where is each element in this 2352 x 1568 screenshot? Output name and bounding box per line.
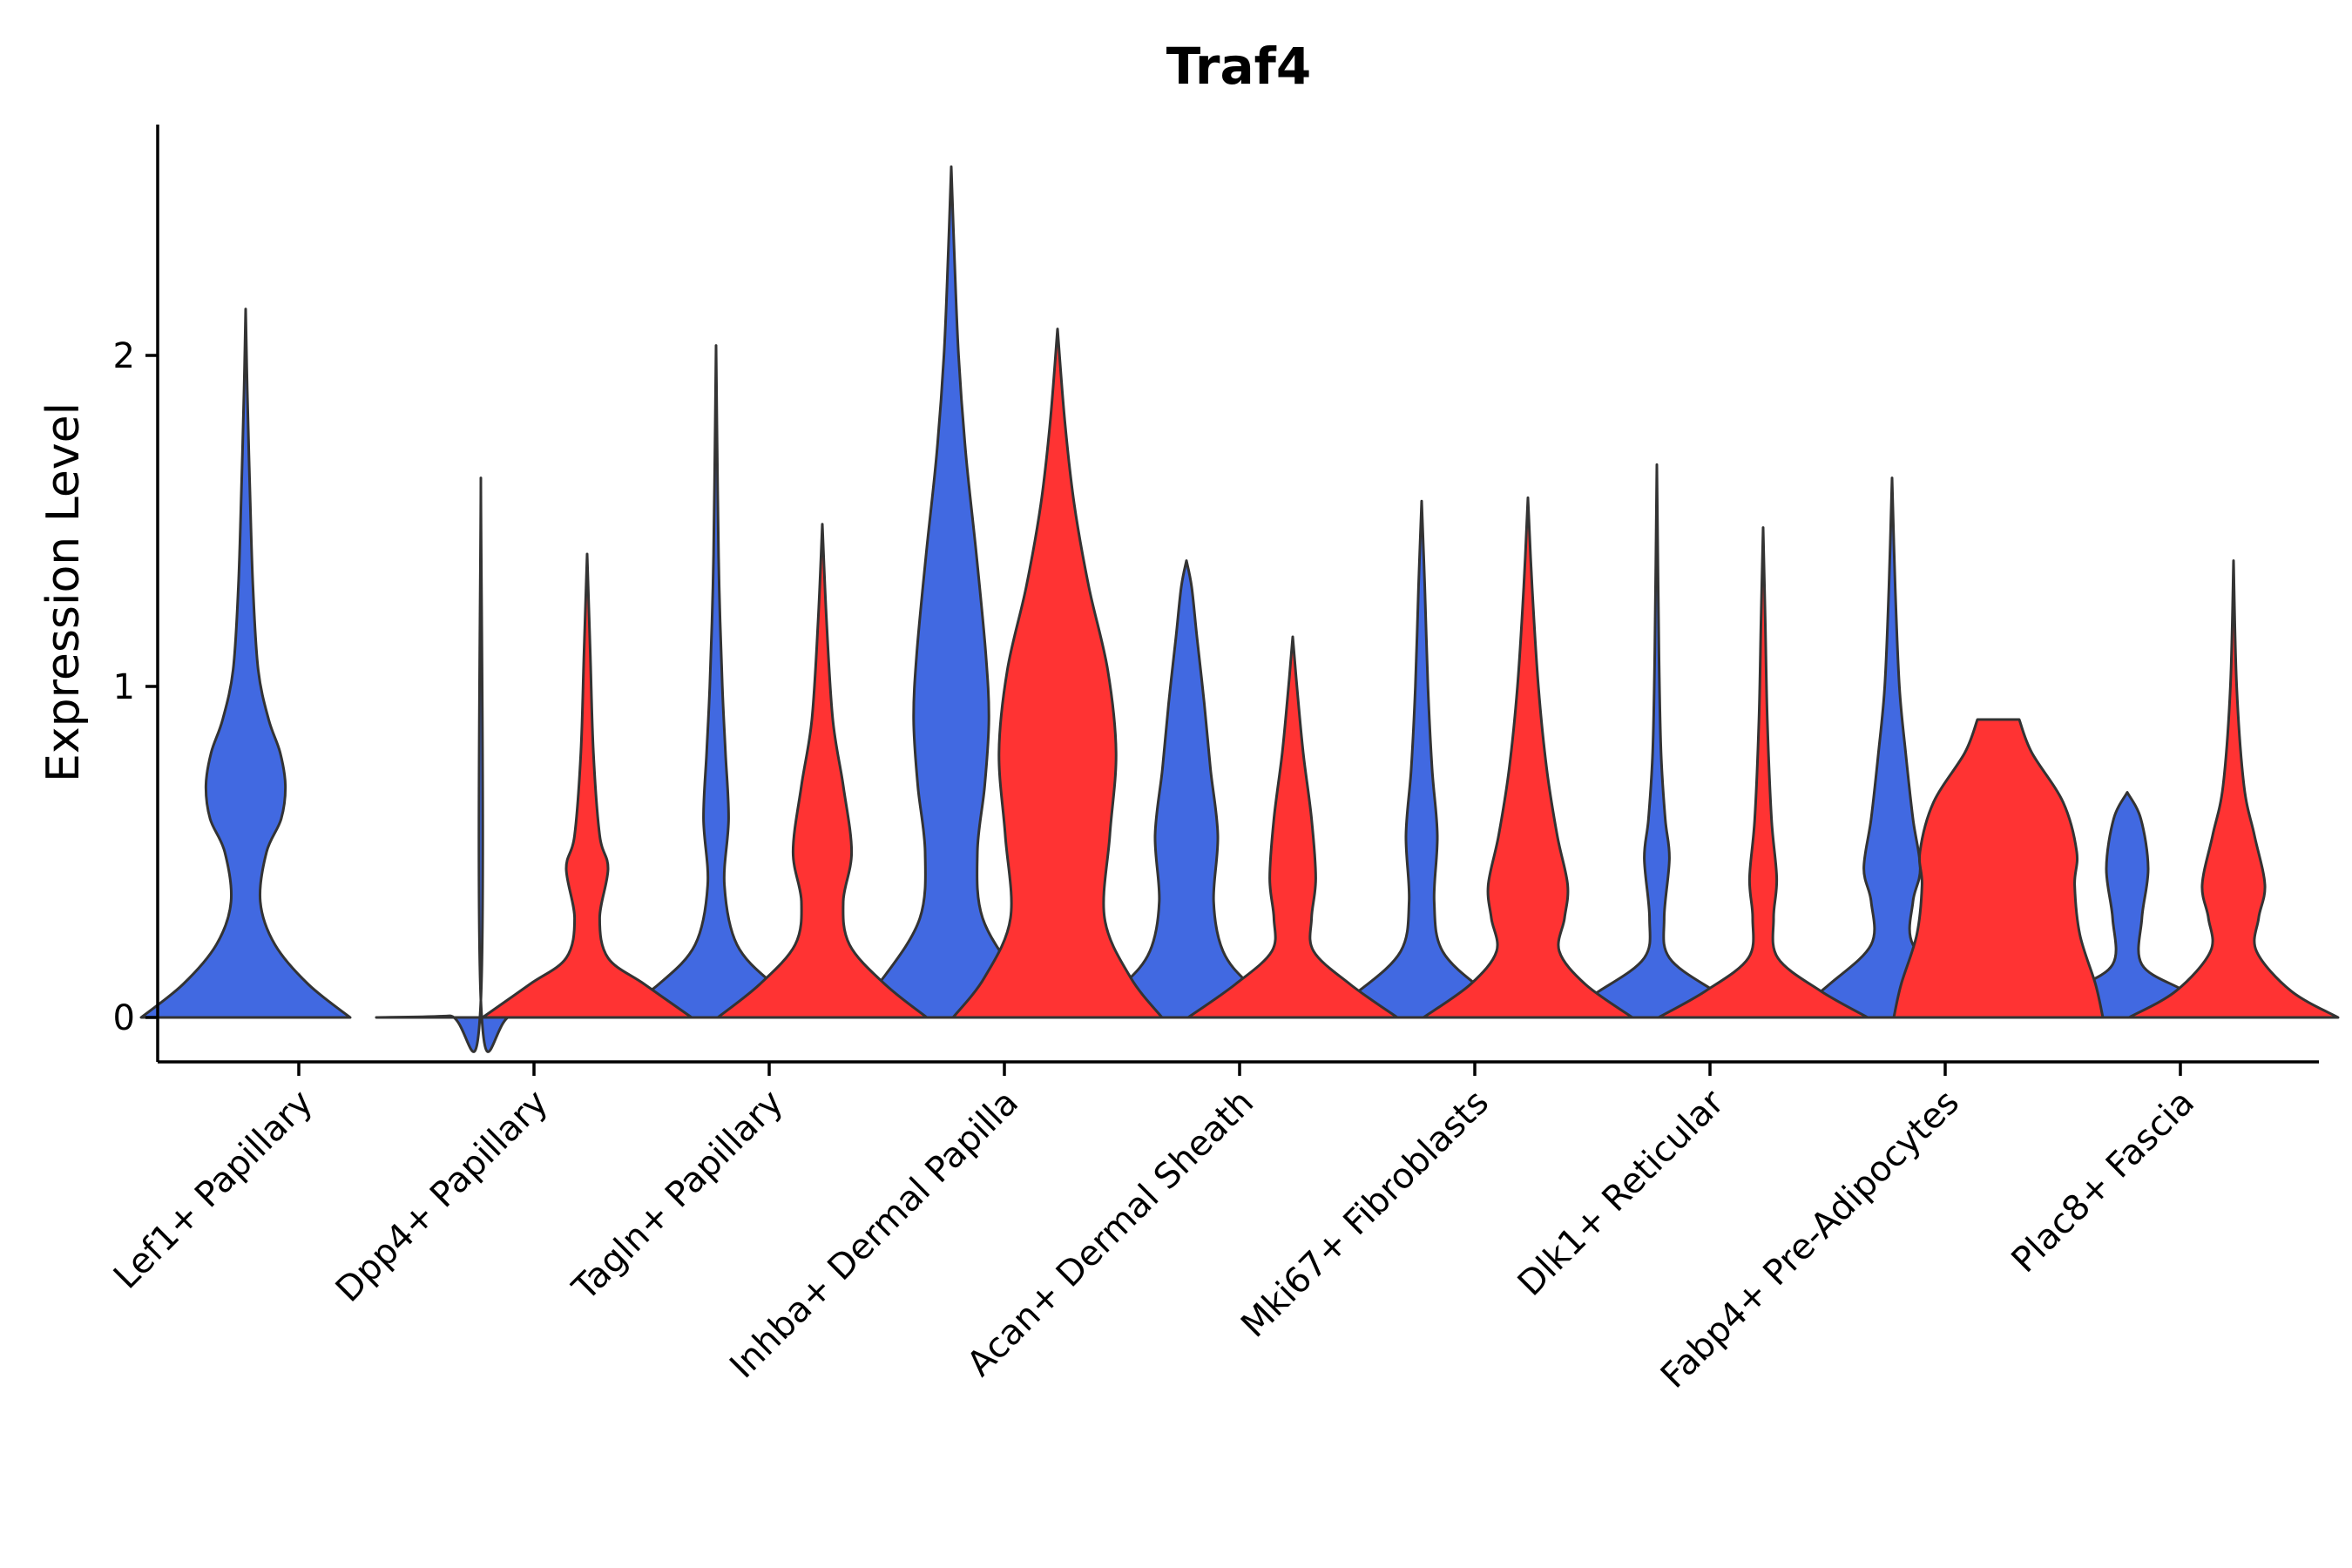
violin-group-2-4 bbox=[1186, 635, 1399, 1019]
violin-group-1-0 bbox=[139, 308, 352, 1019]
x-tick-label: Tagln+ Papillary bbox=[564, 1083, 791, 1309]
chart-title: Traf4 bbox=[1166, 37, 1312, 96]
violin-group-2-7 bbox=[1892, 718, 2105, 1019]
violin-group-1-6 bbox=[1551, 463, 1763, 1019]
x-tick-label: Plac8+ Fascia bbox=[2004, 1083, 2203, 1281]
violin-group-2-8 bbox=[2127, 559, 2340, 1019]
x-tick-label: Lef1+ Papillary bbox=[106, 1083, 321, 1297]
violins-layer bbox=[139, 165, 2340, 1053]
x-tick-label: Dpp4+ Papillary bbox=[328, 1083, 556, 1310]
x-tick-label: Mki67+ Fibroblasts bbox=[1233, 1083, 1497, 1346]
y-tick-label: 1 bbox=[113, 667, 135, 707]
x-ticks-layer: Lef1+ Papillary Dpp4+ Papillary Tagln+ Pap… bbox=[106, 1062, 2202, 1396]
violin-group-1-1 bbox=[375, 476, 587, 1053]
violin-group-1-8 bbox=[2021, 791, 2234, 1019]
violin-group-1-2 bbox=[610, 344, 822, 1019]
y-tick-label: 2 bbox=[113, 336, 135, 376]
x-tick-label: Dlk1+ Reticular bbox=[1511, 1082, 1733, 1304]
violin-group-2-3 bbox=[951, 328, 1164, 1019]
violin-group-1-4 bbox=[1080, 559, 1293, 1019]
violin-group-1-5 bbox=[1315, 499, 1528, 1019]
violin-group-2-1 bbox=[481, 552, 693, 1019]
y-ticks-layer: 0 1 2 bbox=[113, 336, 158, 1038]
violin-group-1-7 bbox=[1786, 476, 1998, 1019]
violin-group-2-5 bbox=[1422, 496, 1634, 1019]
y-axis-label: Expression Level bbox=[37, 402, 90, 782]
violin-group-1-3 bbox=[845, 165, 1058, 1019]
y-tick-label: 0 bbox=[113, 998, 135, 1038]
violin-group-2-6 bbox=[1657, 526, 1869, 1019]
violin-group-2-2 bbox=[716, 523, 929, 1019]
